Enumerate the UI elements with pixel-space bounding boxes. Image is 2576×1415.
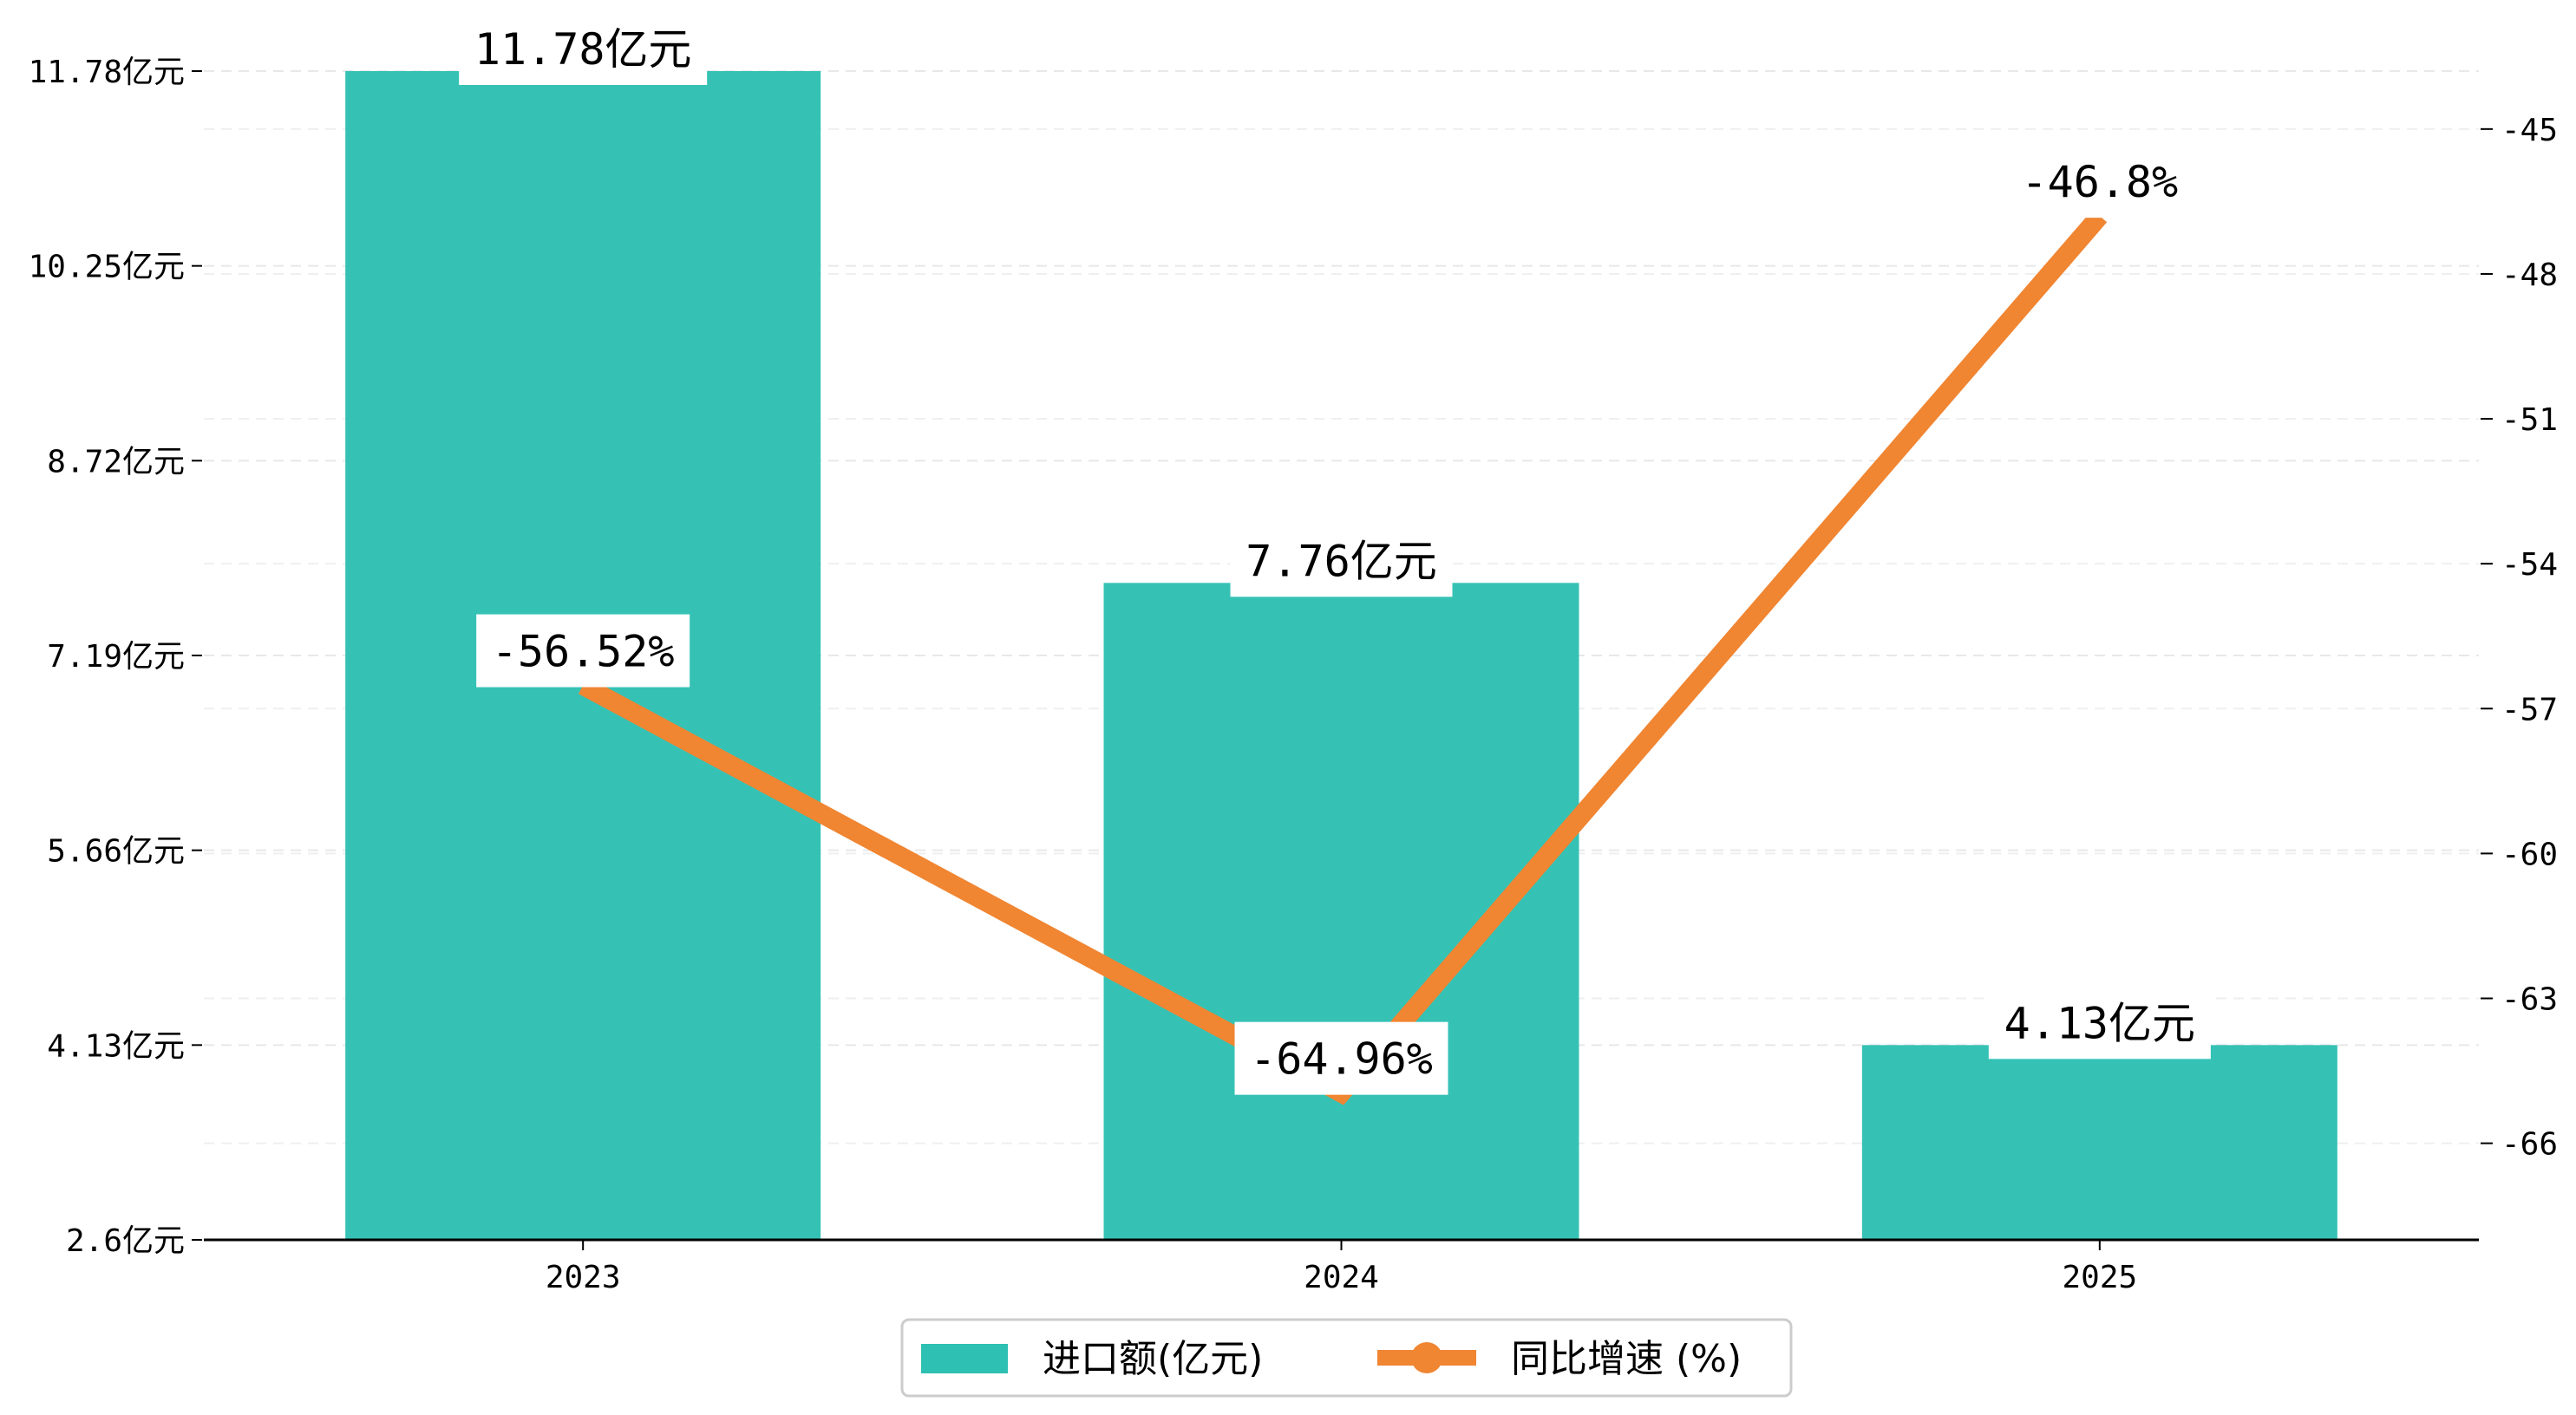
y-right-tick-label: -63	[2501, 981, 2558, 1017]
line-value-label-box	[1234, 1021, 1448, 1095]
line-value-label-box	[476, 614, 690, 688]
legend: 进口额(亿元) 同比增速 (%)	[900, 1318, 1793, 1398]
data-labels: 11.78亿元 7.76亿元 4.13亿元 -56.52% -64.96% -46.8%	[459, 12, 2211, 1095]
y-left-tick-label: 4.13亿元	[47, 1028, 185, 1064]
y-left-tick-label: 5.66亿元	[47, 834, 185, 870]
bar-value-label: 4.13亿元	[2004, 998, 2195, 1048]
y-left-tick-label: 2.6亿元	[66, 1223, 185, 1259]
y-right-tick-label: -45	[2501, 113, 2558, 148]
bar-value-label: 7.76亿元	[1246, 536, 1436, 586]
legend-line-marker	[1411, 1342, 1442, 1373]
x-tick-label: 2025	[2062, 1260, 2137, 1295]
line-value-label: -46.8%	[2022, 157, 2179, 207]
x-tick-label: 2023	[546, 1260, 621, 1295]
bar-value-label-box	[1230, 524, 1453, 597]
bar-2025	[1861, 1045, 2337, 1240]
line-value-label-box	[2005, 145, 2194, 218]
y-left-tick-label: 8.72亿元	[47, 444, 185, 479]
y-right-tick-label: -48	[2501, 258, 2558, 293]
y-right-tick-label: -66	[2501, 1127, 2558, 1163]
y-right-tick-label: -57	[2501, 692, 2558, 727]
legend-bar-swatch	[921, 1344, 1008, 1373]
legend-line-label: 同比增速 (%)	[1511, 1337, 1742, 1381]
legend-bar-label: 进口额(亿元)	[1043, 1337, 1263, 1381]
axes: 2023 2024 2025 2.6亿元 4.13亿元 5.66亿元 7.19亿元 8.72亿…	[29, 55, 2558, 1295]
y-right-tick-label: -54	[2501, 547, 2558, 583]
bar-series	[345, 71, 2337, 1240]
y-right-tick-label: -60	[2501, 837, 2558, 872]
y-left-tick-label: 11.78亿元	[29, 55, 185, 90]
bar-value-label-box	[459, 12, 708, 85]
y-left-tick-label: 10.25亿元	[29, 250, 185, 285]
line-value-label: -64.96%	[1250, 1034, 1433, 1085]
bar-value-label-box	[1988, 986, 2211, 1060]
legend-frame	[900, 1318, 1793, 1398]
y-right-tick-label: -51	[2501, 402, 2558, 438]
line-value-label: -56.52%	[492, 627, 675, 677]
x-tick-label: 2024	[1304, 1260, 1379, 1295]
bar-value-label: 11.78亿元	[474, 24, 692, 75]
y-left-tick-label: 7.19亿元	[47, 639, 185, 675]
